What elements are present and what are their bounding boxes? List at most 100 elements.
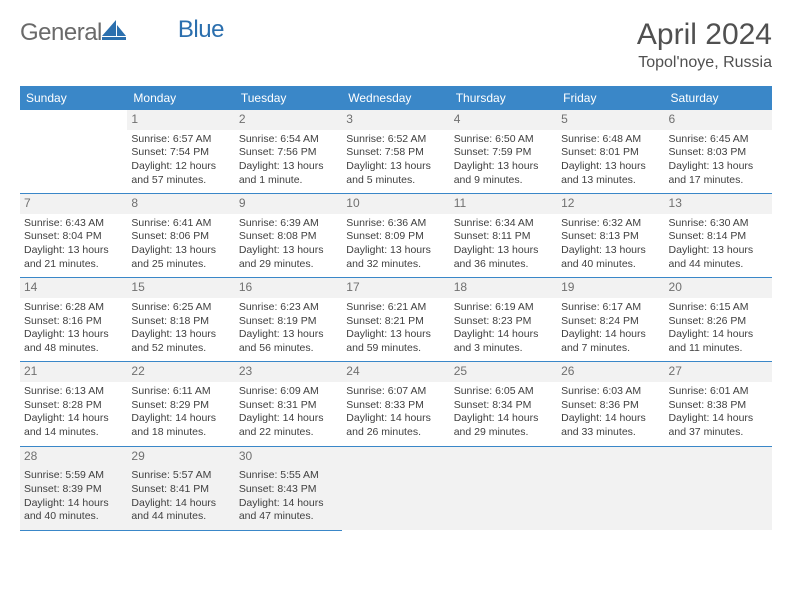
day-number: 11: [450, 194, 557, 214]
weekday-header: Wednesday: [342, 86, 449, 110]
sunset-text: Sunset: 8:03 PM: [669, 146, 768, 160]
day-number: 10: [342, 194, 449, 214]
sunrise-text: Sunrise: 6:52 AM: [346, 133, 445, 147]
sunrise-text: Sunrise: 5:59 AM: [24, 469, 123, 483]
title-block: April 2024 Topol'noye, Russia: [637, 18, 772, 72]
day-number: 19: [557, 278, 664, 298]
sunset-text: Sunset: 8:18 PM: [131, 315, 230, 329]
calendar-week-row: 21Sunrise: 6:13 AMSunset: 8:28 PMDayligh…: [20, 362, 772, 446]
day-number: 15: [127, 278, 234, 298]
daylight-text: Daylight: 14 hours and 18 minutes.: [131, 412, 230, 439]
day-number: 16: [235, 278, 342, 298]
daylight-text: Daylight: 14 hours and 22 minutes.: [239, 412, 338, 439]
calendar-day-cell: 27Sunrise: 6:01 AMSunset: 8:38 PMDayligh…: [665, 362, 772, 446]
sunset-text: Sunset: 8:08 PM: [239, 230, 338, 244]
brand-text-2: Blue: [178, 16, 224, 44]
sunset-text: Sunset: 8:34 PM: [454, 399, 553, 413]
sunset-text: Sunset: 8:38 PM: [669, 399, 768, 413]
sunrise-text: Sunrise: 6:19 AM: [454, 301, 553, 315]
sunrise-text: Sunrise: 6:11 AM: [131, 385, 230, 399]
sunrise-text: Sunrise: 6:43 AM: [24, 217, 123, 231]
calendar-day-cell: .: [450, 446, 557, 530]
daylight-text: Daylight: 13 hours and 13 minutes.: [561, 160, 660, 187]
calendar-day-cell: 23Sunrise: 6:09 AMSunset: 8:31 PMDayligh…: [235, 362, 342, 446]
weekday-header: Thursday: [450, 86, 557, 110]
calendar-day-cell: 5Sunrise: 6:48 AMSunset: 8:01 PMDaylight…: [557, 110, 664, 194]
calendar-day-cell: 12Sunrise: 6:32 AMSunset: 8:13 PMDayligh…: [557, 194, 664, 278]
calendar-week-row: 28 Sunrise: 5:59 AMSunset: 8:39 PMDayligh…: [20, 446, 772, 530]
calendar-day-cell: 20Sunrise: 6:15 AMSunset: 8:26 PMDayligh…: [665, 278, 772, 362]
daylight-text: Daylight: 13 hours and 59 minutes.: [346, 328, 445, 355]
sunrise-text: Sunrise: 5:57 AM: [131, 469, 230, 483]
brand-sail-icon: [102, 18, 128, 47]
day-number: 22: [127, 362, 234, 382]
sunset-text: Sunset: 8:14 PM: [669, 230, 768, 244]
day-number: 25: [450, 362, 557, 382]
weekday-header: Tuesday: [235, 86, 342, 110]
sunrise-text: Sunrise: 6:45 AM: [669, 133, 768, 147]
calendar-day-cell: 1Sunrise: 6:57 AMSunset: 7:54 PMDaylight…: [127, 110, 234, 194]
day-number: 8: [127, 194, 234, 214]
brand-logo: General Blue: [20, 18, 224, 47]
daylight-text: Daylight: 13 hours and 36 minutes.: [454, 244, 553, 271]
daylight-text: Daylight: 14 hours and 7 minutes.: [561, 328, 660, 355]
sunset-text: Sunset: 7:54 PM: [131, 146, 230, 160]
daylight-text: Daylight: 13 hours and 48 minutes.: [24, 328, 123, 355]
calendar-day-cell: .: [665, 446, 772, 530]
daylight-text: Daylight: 14 hours and 11 minutes.: [669, 328, 768, 355]
sunset-text: Sunset: 7:58 PM: [346, 146, 445, 160]
daylight-text: Daylight: 13 hours and 25 minutes.: [131, 244, 230, 271]
calendar-day-cell: 8Sunrise: 6:41 AMSunset: 8:06 PMDaylight…: [127, 194, 234, 278]
calendar-day-cell: .: [557, 446, 664, 530]
day-number: 23: [235, 362, 342, 382]
calendar-day-cell: 29Sunrise: 5:57 AMSunset: 8:41 PMDayligh…: [127, 446, 234, 530]
daylight-text: Daylight: 13 hours and 40 minutes.: [561, 244, 660, 271]
sunset-text: Sunset: 8:28 PM: [24, 399, 123, 413]
sunrise-text: Sunrise: 6:25 AM: [131, 301, 230, 315]
sunset-text: Sunset: 8:39 PM: [24, 483, 123, 497]
sunset-text: Sunset: 8:04 PM: [24, 230, 123, 244]
day-number: 24: [342, 362, 449, 382]
brand-text-1: General: [20, 19, 102, 47]
sunset-text: Sunset: 8:16 PM: [24, 315, 123, 329]
day-number: 28: [20, 447, 127, 467]
sunset-text: Sunset: 8:21 PM: [346, 315, 445, 329]
daylight-text: Daylight: 14 hours and 26 minutes.: [346, 412, 445, 439]
calendar-day-cell: 30Sunrise: 5:55 AMSunset: 8:43 PMDayligh…: [235, 446, 342, 530]
sunset-text: Sunset: 8:43 PM: [239, 483, 338, 497]
calendar-day-cell: 17 Sunrise: 6:21 AMSunset: 8:21 PMDayligh…: [342, 278, 449, 362]
day-number: 7: [20, 194, 127, 214]
weekday-header: Sunday: [20, 86, 127, 110]
daylight-text: Daylight: 14 hours and 14 minutes.: [24, 412, 123, 439]
location-text: Topol'noye, Russia: [637, 54, 772, 72]
daylight-text: Daylight: 14 hours and 40 minutes.: [24, 497, 123, 524]
sunset-text: Sunset: 8:09 PM: [346, 230, 445, 244]
sunset-text: Sunset: 8:26 PM: [669, 315, 768, 329]
weekday-header: Saturday: [665, 86, 772, 110]
day-number: 27: [665, 362, 772, 382]
sunset-text: Sunset: 8:36 PM: [561, 399, 660, 413]
calendar-day-cell: 15Sunrise: 6:25 AMSunset: 8:18 PMDayligh…: [127, 278, 234, 362]
sunset-text: Sunset: 8:19 PM: [239, 315, 338, 329]
calendar-body: . 1Sunrise: 6:57 AMSunset: 7:54 PMDayligh…: [20, 110, 772, 530]
daylight-text: Daylight: 14 hours and 37 minutes.: [669, 412, 768, 439]
sunset-text: Sunset: 8:13 PM: [561, 230, 660, 244]
calendar-day-cell: 21Sunrise: 6:13 AMSunset: 8:28 PMDayligh…: [20, 362, 127, 446]
sunrise-text: Sunrise: 6:21 AM: [346, 301, 445, 315]
sunrise-text: Sunrise: 6:23 AM: [239, 301, 338, 315]
sunrise-text: Sunrise: 6:03 AM: [561, 385, 660, 399]
calendar-table: Sunday Monday Tuesday Wednesday Thursday…: [20, 86, 772, 531]
day-number: 21: [20, 362, 127, 382]
sunrise-text: Sunrise: 6:32 AM: [561, 217, 660, 231]
day-number: 20: [665, 278, 772, 298]
sunrise-text: Sunrise: 6:36 AM: [346, 217, 445, 231]
sunset-text: Sunset: 8:33 PM: [346, 399, 445, 413]
calendar-day-cell: 7Sunrise: 6:43 AMSunset: 8:04 PMDaylight…: [20, 194, 127, 278]
daylight-text: Daylight: 13 hours and 1 minute.: [239, 160, 338, 187]
daylight-text: Daylight: 13 hours and 56 minutes.: [239, 328, 338, 355]
sunset-text: Sunset: 8:31 PM: [239, 399, 338, 413]
day-number: 9: [235, 194, 342, 214]
calendar-day-cell: 16 Sunrise: 6:23 AMSunset: 8:19 PMDayligh…: [235, 278, 342, 362]
sunrise-text: Sunrise: 6:48 AM: [561, 133, 660, 147]
day-number: 17: [342, 278, 449, 298]
